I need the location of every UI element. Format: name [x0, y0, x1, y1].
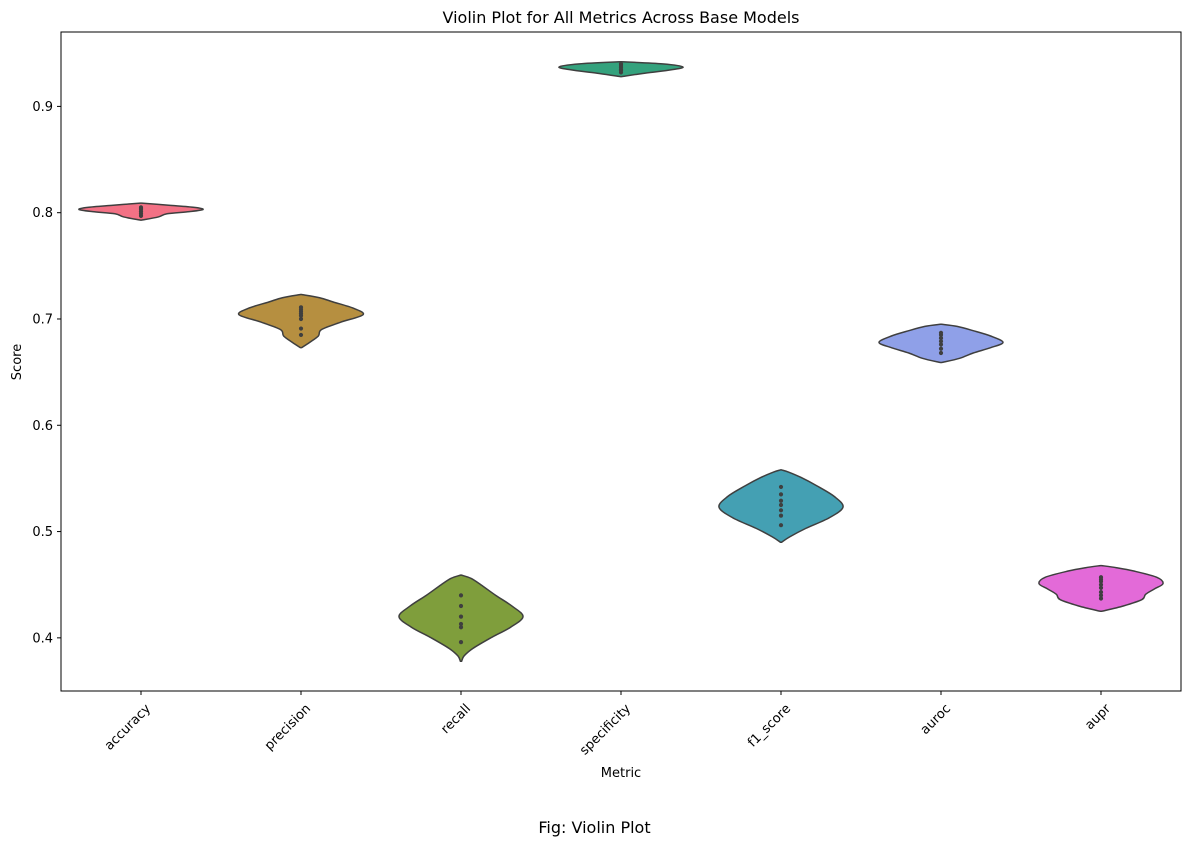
violin-accuracy [78, 202, 204, 221]
data-point [778, 498, 784, 503]
y-tick-label: 0.5 [32, 525, 53, 540]
y-tick-label: 0.4 [32, 631, 53, 646]
x-tick-label: precision [262, 701, 314, 753]
violin-layer [78, 61, 1164, 662]
data-point [458, 614, 464, 619]
violin-aupr [1038, 564, 1164, 613]
data-point [1098, 575, 1104, 580]
x-tick-label: specificity [577, 701, 634, 758]
y-axis: 0.4 0.5 0.6 0.7 0.8 0.9 [32, 100, 61, 646]
data-point [938, 342, 944, 347]
data-point [778, 484, 784, 490]
data-point [1098, 593, 1104, 598]
y-tick-label: 0.6 [32, 419, 53, 434]
x-tick-label: f1_score [745, 701, 794, 750]
data-point [298, 316, 304, 322]
y-tick-label: 0.7 [32, 312, 53, 327]
data-point [1098, 596, 1104, 601]
data-point [298, 305, 304, 310]
figure-caption: Fig: Violin Plot [538, 818, 651, 837]
plot-frame [60, 31, 1182, 692]
data-point [1098, 582, 1104, 587]
x-tick-label: aupr [1082, 701, 1114, 733]
data-point [938, 350, 944, 356]
data-point [458, 621, 464, 627]
data-point [458, 625, 464, 630]
data-point [938, 346, 944, 351]
y-axis-label: Score [10, 344, 25, 380]
x-axis: accuracy precision recall specificity f1_sco… [102, 691, 1115, 758]
violin-body [237, 293, 365, 349]
violin-f1_score [718, 469, 844, 543]
x-axis-label: Metric [601, 766, 641, 781]
data-point [778, 492, 784, 497]
x-tick-label: auroc [918, 701, 954, 737]
violin-specificity [558, 61, 684, 78]
data-point [458, 640, 464, 645]
data-point [298, 332, 304, 338]
violin-precision [237, 293, 365, 349]
data-point [778, 513, 784, 518]
violin-recall [398, 574, 524, 662]
data-point [938, 339, 944, 344]
data-point [1098, 590, 1104, 595]
data-point [938, 336, 944, 341]
data-point [1098, 585, 1104, 590]
data-point [458, 593, 464, 598]
violin-auroc [878, 323, 1004, 364]
y-tick-label: 0.8 [32, 206, 53, 221]
y-tick-label: 0.9 [32, 100, 53, 115]
data-point [298, 326, 304, 331]
chart-title: Violin Plot for All Metrics Across Base … [442, 8, 799, 27]
data-point [458, 603, 464, 609]
data-point [138, 205, 144, 210]
data-point [778, 523, 784, 528]
data-point [778, 508, 784, 513]
x-tick-label: recall [438, 701, 474, 737]
x-tick-label: accuracy [102, 701, 154, 753]
data-point [778, 502, 784, 508]
data-point [938, 330, 944, 335]
data-point [618, 61, 624, 66]
